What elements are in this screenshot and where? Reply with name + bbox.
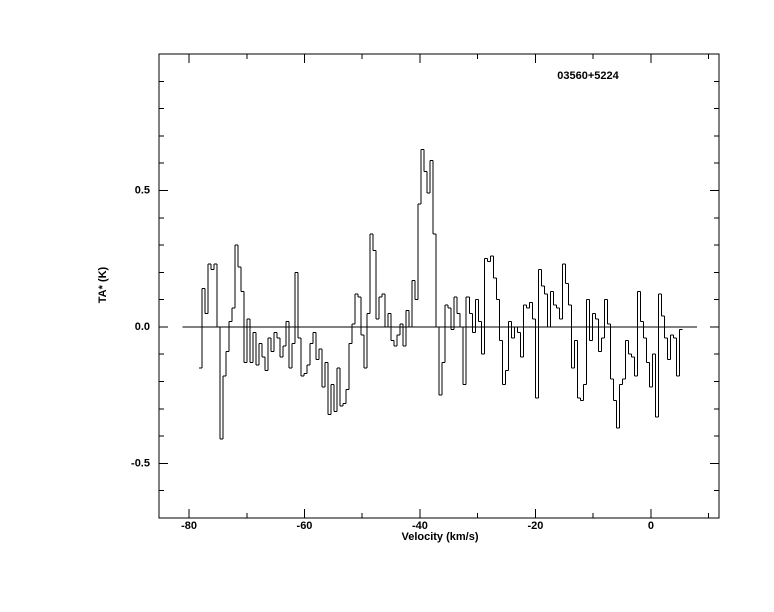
y-tick-label: -0.5 [131, 457, 150, 469]
x-axis-label: Velocity (km/s) [401, 531, 478, 543]
source-label: 03560+5224 [557, 70, 619, 82]
plot-frame [158, 53, 720, 519]
x-tick-label: -40 [412, 520, 428, 532]
x-tick-label: -60 [297, 520, 313, 532]
y-tick-label: 0.0 [135, 321, 150, 333]
x-tick-label: -20 [527, 520, 543, 532]
y-axis-label: TA* (K) [97, 266, 109, 303]
y-tick-label: 0.5 [135, 184, 150, 196]
x-tick-label: -80 [181, 520, 197, 532]
x-tick-label: 0 [648, 520, 654, 532]
